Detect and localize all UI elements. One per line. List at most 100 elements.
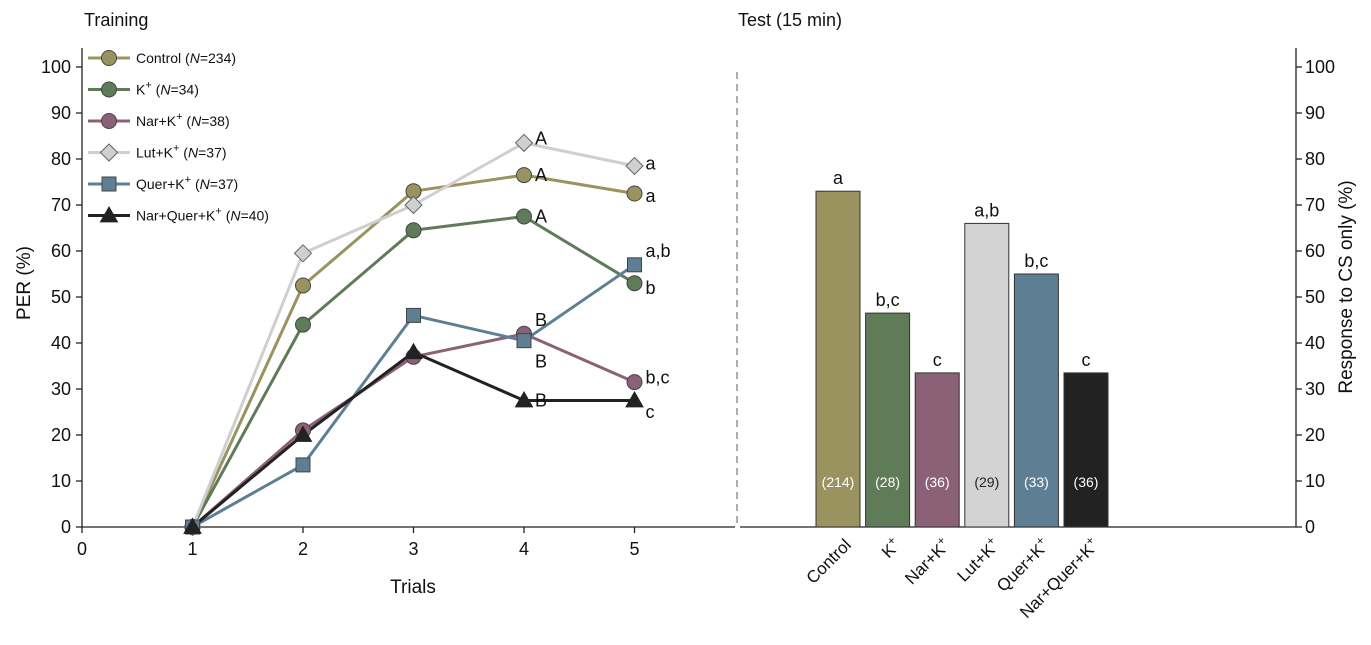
data-point-quer-k (295, 457, 311, 473)
right-y-tick-label: 70 (1305, 195, 1325, 215)
legend-label: Nar+Quer+K+ (N=40) (136, 206, 269, 224)
data-point-lut-k (514, 133, 534, 153)
legend-marker (101, 176, 117, 192)
legend-label: Quer+K+ (N=37) (136, 174, 238, 192)
bar-significance-label: b,c (1024, 251, 1048, 271)
test-category-labels: Control K+ Nar+K+ Lut+K+Quer+K+Nar+Quer+K+ (803, 533, 1099, 622)
right-y-tick-label: 0 (1305, 517, 1315, 537)
series-line-nar-quer-k (191, 350, 635, 529)
legend-marker (99, 205, 119, 223)
data-point-lut-k (404, 195, 423, 215)
data-point-k (405, 222, 422, 239)
data-point-lut-k (625, 156, 644, 176)
data-point-nar-k (626, 374, 643, 391)
x-tick-label: 1 (187, 539, 197, 559)
bar-n-label: (214) (822, 474, 855, 490)
significance-label: c (646, 402, 655, 422)
legend-item-nar-quer-k: Nar+Quer+K+ (N=40) (88, 206, 269, 224)
right-y-tick-label: 10 (1305, 471, 1325, 491)
left-y-tick-label: 70 (51, 195, 71, 215)
significance-label: b (646, 278, 656, 298)
left-y-tick-label: 20 (51, 425, 71, 445)
significance-label: A (535, 128, 547, 148)
left-y-tick-label: 40 (51, 333, 71, 353)
data-point-lut-k (293, 244, 313, 263)
right-y-tick-label: 60 (1305, 241, 1325, 261)
right-y-tick-label: 20 (1305, 425, 1325, 445)
data-point-nar-quer-k (404, 342, 423, 360)
bar-nar-quer-k (1063, 372, 1109, 528)
legend: Control (N=234) K+ (N=34) Nar+K+ (N=38) Lut… (88, 50, 269, 224)
left-y-tick-label: 100 (41, 57, 71, 77)
legend-marker (101, 50, 117, 66)
series-line-quer-k (191, 263, 636, 529)
bar-significance-label: c (933, 350, 942, 370)
right-axes: 0 10 20 30 40 50 60 70 80 90 100 (740, 48, 1335, 537)
significance-label: a (646, 154, 657, 174)
data-point-k (516, 208, 532, 225)
legend-item-k: K+ (N=34) (88, 80, 199, 98)
left-y-tick-label: 30 (51, 379, 71, 399)
bar-n-label: (28) (875, 474, 900, 490)
legend-item-control: Control (N=234) (88, 50, 236, 66)
significance-label: B (535, 351, 547, 371)
bar-significance-label: c (1082, 350, 1091, 370)
data-point-control (295, 277, 311, 294)
data-point-control (516, 167, 532, 184)
bar-significance-label: b,c (876, 290, 900, 310)
right-y-tick-label: 80 (1305, 149, 1325, 169)
significance-label: B (535, 310, 547, 330)
legend-marker (101, 81, 117, 98)
bar-n-label: (29) (974, 474, 999, 490)
left-y-tick-label: 50 (51, 287, 71, 307)
x-tick-label: 3 (408, 539, 418, 559)
data-point-quer-k (406, 307, 421, 323)
category-label-lut-k: Lut+K+ (951, 533, 1003, 585)
training-panel: Training PER (%) Trials 0102030405060708… (14, 10, 735, 598)
x-tick-label: 5 (629, 539, 639, 559)
left-y-axis-title: PER (%) (14, 246, 35, 320)
legend-item-nar-k: Nar+K+ (N=38) (88, 111, 230, 129)
x-tick-label: 0 (77, 539, 87, 559)
bar-significance-label: a,b (974, 200, 999, 220)
legend-label: Nar+K+ (N=38) (136, 111, 230, 129)
data-point-quer-k (516, 333, 532, 349)
test-bars (815, 190, 1109, 528)
legend-item-quer-k: Quer+K+ (N=37) (88, 174, 238, 192)
significance-label: A (535, 207, 547, 227)
data-point-k (295, 316, 311, 333)
legend-label: Control (N=234) (136, 50, 236, 66)
left-y-tick-label: 80 (51, 149, 71, 169)
x-axis-title: Trials (390, 577, 436, 598)
right-y-tick-label: 90 (1305, 103, 1325, 123)
data-point-k (626, 275, 643, 292)
category-label-control: Control (803, 535, 855, 587)
bar-control (815, 190, 861, 528)
bar-n-label: (36) (925, 474, 950, 490)
significance-label: A (535, 165, 547, 185)
left-y-tick-label: 0 (61, 517, 71, 537)
category-label-k: K+ (876, 533, 905, 562)
x-tick-label: 2 (298, 539, 308, 559)
data-point-nar-quer-k (625, 390, 644, 408)
data-point-quer-k (627, 257, 642, 273)
bar-nar-k (914, 372, 960, 528)
test-panel-title: Test (15 min) (738, 10, 842, 30)
left-y-tick-label: 90 (51, 103, 71, 123)
bar-significance-label: a (833, 168, 844, 188)
data-point-nar-quer-k (183, 517, 202, 534)
series-line-k (191, 215, 636, 528)
left-axes: 0 10 20 30 40 50 60 70 80 90 100 0 1 2 3 4 5 (41, 48, 735, 559)
bar-n-label: (36) (1074, 474, 1099, 490)
data-point-nar-quer-k (293, 425, 313, 442)
data-point-nar-quer-k (514, 390, 534, 408)
right-y-tick-label: 30 (1305, 379, 1325, 399)
category-label-nar-k: Nar+K+ (899, 533, 954, 588)
right-y-axis-title: Response to CS only (%) (1336, 180, 1357, 393)
legend-label: K+ (N=34) (136, 80, 199, 98)
significance-label: a,b (646, 241, 671, 261)
test-panel: Test (15 min) Response to CS only (%) 0 1… (738, 10, 1357, 622)
significance-label: b,c (646, 368, 670, 388)
right-y-tick-label: 50 (1305, 287, 1325, 307)
